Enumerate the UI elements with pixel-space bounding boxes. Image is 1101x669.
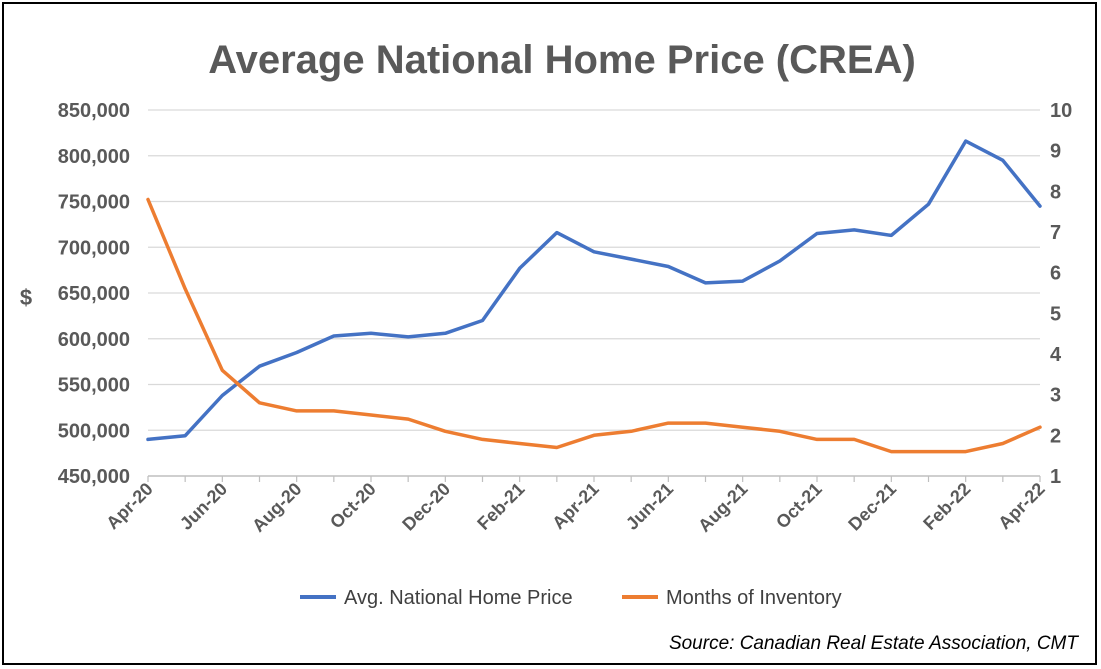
y2-tick-label: 9 <box>1050 141 1061 163</box>
legend-label: Months of Inventory <box>666 587 842 609</box>
y-tick-label: 550,000 <box>58 375 130 397</box>
gridlines <box>148 109 1040 431</box>
x-tick-label: Aug-21 <box>694 479 751 536</box>
y2-tick-label: 2 <box>1050 425 1061 447</box>
y-tick-label: 650,000 <box>58 283 130 305</box>
source-note: Source: Canadian Real Estate Association… <box>669 633 1079 654</box>
x-tick-label: Jun-21 <box>622 479 677 534</box>
legend: Avg. National Home Price Months of Invent… <box>300 587 842 609</box>
x-tick-label: Feb-21 <box>473 479 528 534</box>
y2-tick-label: 4 <box>1050 344 1062 366</box>
x-tick-label: Apr-21 <box>548 479 602 533</box>
y-tick-label: 800,000 <box>58 146 130 168</box>
x-tick-label: Aug-20 <box>248 479 305 536</box>
y2-tick-label: 1 <box>1050 466 1061 488</box>
y-tick-label: 700,000 <box>58 237 130 259</box>
y-tick-label: 750,000 <box>58 192 130 214</box>
series-line <box>146 139 1042 442</box>
y-tick-label: 600,000 <box>58 329 130 351</box>
y-axis-label: $ <box>20 285 32 310</box>
axes: 450,000 500,000 550,000 600,000 650,000 700,0… <box>58 100 1073 536</box>
x-tick-label: Feb-22 <box>919 479 974 534</box>
x-tick-label: Dec-20 <box>398 479 454 535</box>
line-chart: Average National Home Price (CREA) 450,0… <box>20 38 1080 654</box>
legend-label: Avg. National Home Price <box>344 587 573 609</box>
y-tick-label: 850,000 <box>58 100 130 122</box>
y-tick-label: 500,000 <box>58 420 130 442</box>
y2-tick-label: 7 <box>1050 222 1061 244</box>
x-tick-label: Oct-21 <box>772 479 826 533</box>
series-lines <box>146 139 1042 454</box>
y2-tick-label: 8 <box>1050 181 1061 203</box>
x-tick-label: Dec-21 <box>844 479 900 535</box>
x-tick-label: Oct-20 <box>326 479 380 533</box>
y2-tick-label: 10 <box>1050 100 1072 122</box>
x-tick-label: Apr-22 <box>994 479 1048 533</box>
series-line <box>146 197 1042 454</box>
y2-tick-label: 6 <box>1050 263 1061 285</box>
y2-tick-label: 3 <box>1050 385 1061 407</box>
y-tick-label: 450,000 <box>58 466 130 488</box>
chart-title: Average National Home Price (CREA) <box>208 38 916 82</box>
x-tick-label: Jun-20 <box>176 479 231 534</box>
y2-tick-label: 5 <box>1050 303 1061 325</box>
